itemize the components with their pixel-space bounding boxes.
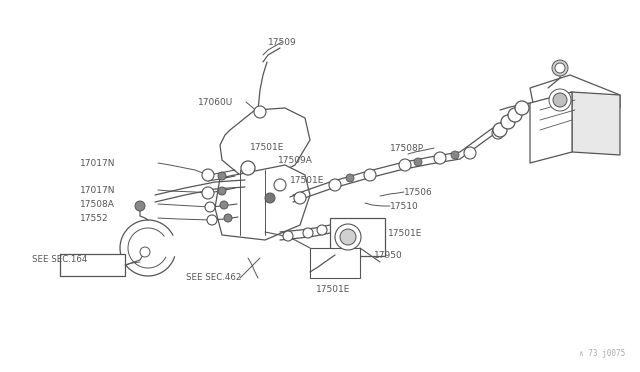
- Polygon shape: [572, 92, 620, 155]
- Circle shape: [220, 201, 228, 209]
- Circle shape: [414, 158, 422, 166]
- Bar: [60, 254, 125, 276]
- Circle shape: [224, 214, 232, 222]
- Circle shape: [254, 106, 266, 118]
- Polygon shape: [220, 108, 310, 178]
- Text: 17017N: 17017N: [80, 186, 115, 195]
- Text: 17501E: 17501E: [250, 142, 284, 151]
- Circle shape: [451, 151, 459, 159]
- Circle shape: [346, 174, 354, 182]
- Circle shape: [335, 224, 361, 250]
- Polygon shape: [530, 75, 620, 108]
- Circle shape: [492, 127, 504, 139]
- Circle shape: [283, 231, 293, 241]
- Text: 17508P: 17508P: [390, 144, 424, 153]
- Text: 17510: 17510: [390, 202, 419, 211]
- Circle shape: [340, 229, 356, 245]
- Text: 17509A: 17509A: [278, 155, 313, 164]
- Circle shape: [241, 161, 255, 175]
- Text: 17060U: 17060U: [198, 97, 233, 106]
- Text: 17509: 17509: [268, 38, 297, 46]
- Circle shape: [202, 187, 214, 199]
- Circle shape: [549, 89, 571, 111]
- Circle shape: [434, 152, 446, 164]
- Bar: [330, 218, 385, 256]
- Circle shape: [265, 193, 275, 203]
- Circle shape: [135, 201, 145, 211]
- Circle shape: [317, 225, 327, 235]
- Text: 17501E: 17501E: [388, 228, 422, 237]
- Polygon shape: [215, 165, 310, 240]
- Bar: [310, 248, 360, 278]
- Circle shape: [140, 247, 150, 257]
- Text: ∧ 73 j0075: ∧ 73 j0075: [579, 349, 625, 358]
- Circle shape: [218, 172, 226, 180]
- Circle shape: [329, 179, 341, 191]
- Circle shape: [202, 169, 214, 181]
- Circle shape: [553, 93, 567, 107]
- Circle shape: [555, 63, 565, 73]
- Circle shape: [205, 202, 215, 212]
- Text: 17508A: 17508A: [80, 199, 115, 208]
- Circle shape: [508, 108, 522, 122]
- Text: 17017N: 17017N: [80, 158, 115, 167]
- Circle shape: [552, 60, 568, 76]
- Text: 17501E: 17501E: [316, 285, 350, 295]
- Text: 17506: 17506: [404, 187, 433, 196]
- Circle shape: [515, 101, 529, 115]
- Circle shape: [274, 179, 286, 191]
- Text: SEE SEC.462: SEE SEC.462: [186, 273, 241, 282]
- Circle shape: [493, 123, 507, 137]
- Circle shape: [399, 159, 411, 171]
- Text: SEE SEC.164: SEE SEC.164: [32, 256, 88, 264]
- Circle shape: [218, 187, 226, 195]
- Circle shape: [294, 192, 306, 204]
- Circle shape: [501, 115, 515, 129]
- Circle shape: [303, 228, 313, 238]
- Circle shape: [364, 169, 376, 181]
- Polygon shape: [530, 92, 572, 163]
- Circle shape: [207, 215, 217, 225]
- Circle shape: [464, 147, 476, 159]
- Text: 17950: 17950: [374, 251, 403, 260]
- Text: 17552: 17552: [80, 214, 109, 222]
- Text: 17501E: 17501E: [290, 176, 324, 185]
